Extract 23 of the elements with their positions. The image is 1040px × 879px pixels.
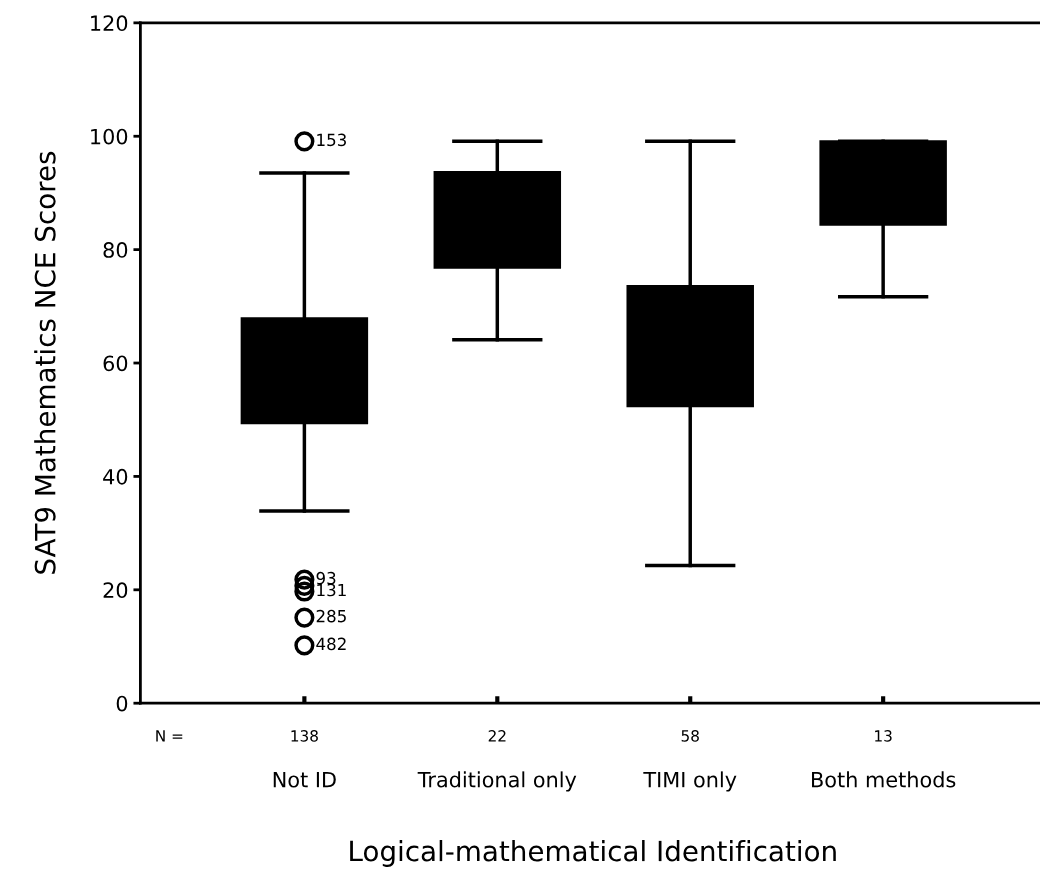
y-tick-label: 100 xyxy=(91,128,128,145)
text: N = xyxy=(156,730,183,742)
text: 13 xyxy=(875,730,892,742)
annotation: 131 xyxy=(317,583,346,597)
y-tick-label: 20 xyxy=(103,582,128,599)
y-tick-label: 0 xyxy=(116,695,128,712)
y-tick-label: 120 xyxy=(91,15,128,32)
x-axis-title: Logical-mathematical Identification xyxy=(350,840,836,867)
text: 58 xyxy=(681,730,699,742)
y-axis-title: SAT9 Mathematics NCE Scores xyxy=(34,151,56,574)
annotation: 285 xyxy=(316,609,346,623)
x-tick-label: Traditional only xyxy=(417,771,577,792)
x-tick-label: Not ID xyxy=(273,772,336,788)
y-tick-label: 60 xyxy=(103,355,128,372)
x-tick-label: Both methods xyxy=(812,771,956,788)
x-tick-label: TIMI only xyxy=(643,771,737,792)
y-tick-label: 40 xyxy=(103,468,128,485)
annotation: 93 xyxy=(316,571,336,585)
annotation: 482 xyxy=(316,637,346,651)
annotation: 153 xyxy=(317,133,346,147)
text: 138 xyxy=(291,730,318,742)
text: 22 xyxy=(488,730,506,742)
y-tick-label: 80 xyxy=(103,242,128,258)
